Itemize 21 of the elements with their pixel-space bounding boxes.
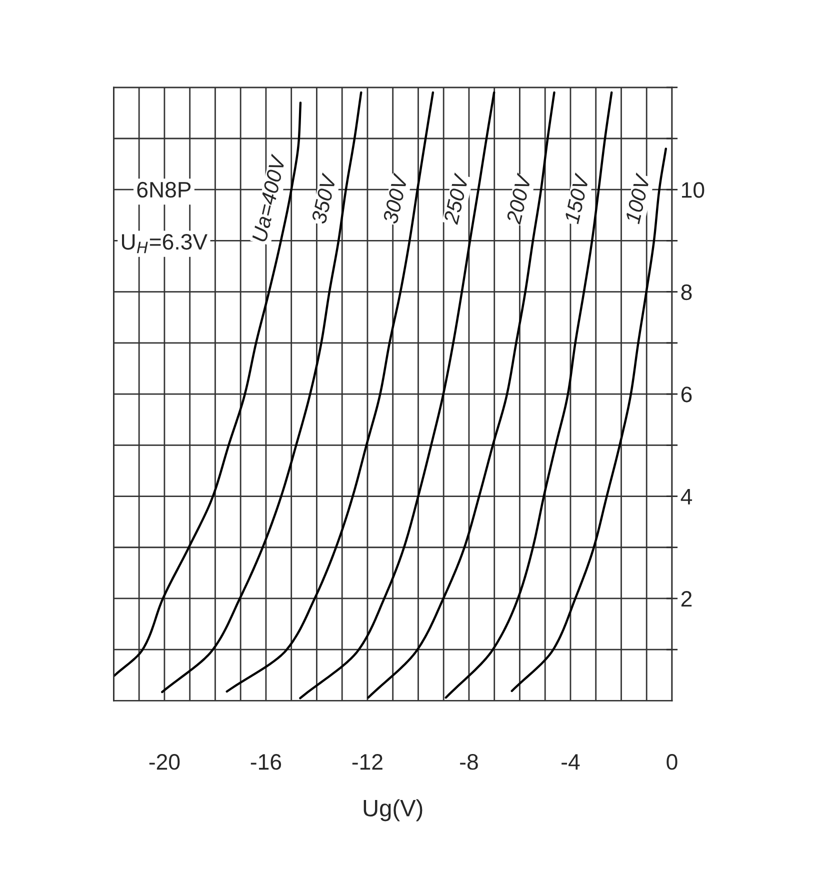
x-tick-label: 0 — [666, 754, 678, 770]
text: 350V — [311, 172, 337, 224]
text: Ua=400V — [252, 154, 286, 242]
x-tick-label: -16 — [250, 754, 282, 770]
text: 200V — [506, 172, 532, 225]
annotation: U$_{H}$=6.3V — [122, 234, 208, 254]
annotation: 6N8P — [137, 182, 191, 198]
x-tick-label: -12 — [352, 754, 382, 770]
text: 300V — [382, 172, 408, 224]
x-tick-label: -8 — [460, 754, 478, 770]
y-tick-label: 2 — [681, 591, 692, 607]
text: 150V — [564, 172, 590, 224]
text: 100V — [624, 172, 650, 224]
y-tick-label: 6 — [681, 386, 692, 402]
x-axis-title: Ug(V) — [364, 799, 422, 822]
x-tick-label: -4 — [562, 754, 580, 770]
y-tick-label: 8 — [681, 284, 692, 300]
text: 250V — [443, 172, 469, 225]
x-tick-label: -20 — [149, 754, 180, 770]
y-tick-label: 10 — [682, 182, 704, 198]
y-tick-label: 4 — [680, 489, 692, 504]
